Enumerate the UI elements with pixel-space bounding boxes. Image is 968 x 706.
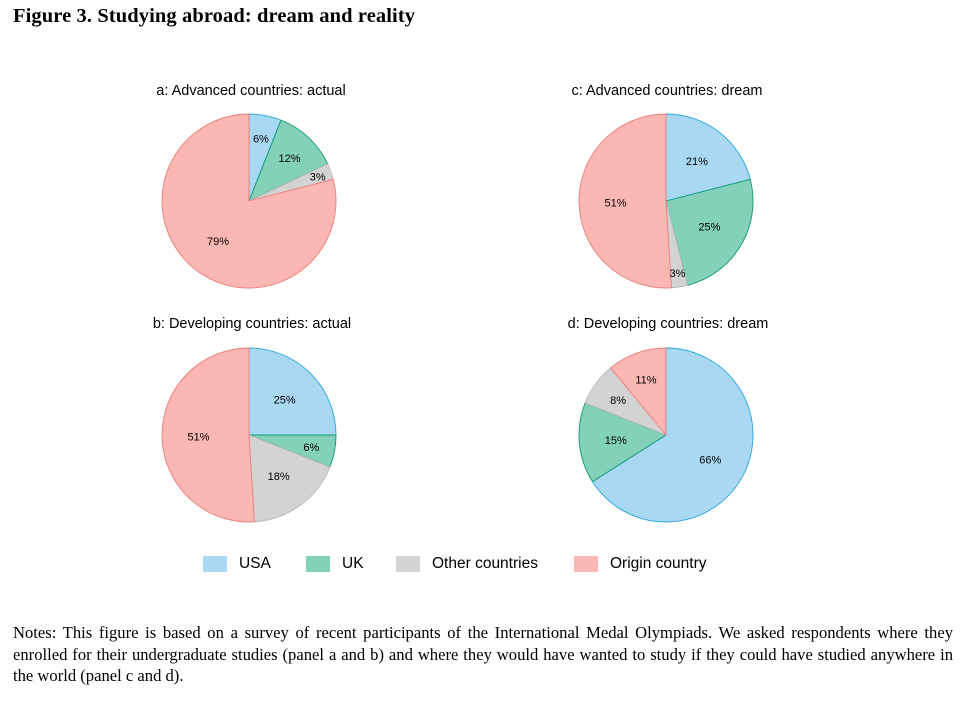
legend-item-other: Other countries (396, 554, 538, 574)
pie-label-d-other-countries: 8% (610, 395, 626, 407)
pie-label-d-uk: 15% (605, 435, 627, 447)
pie-slice-b-usa (248, 347, 337, 436)
legend-swatch-other (396, 556, 420, 572)
pie-title-c: c: Advanced countries: dream (571, 83, 762, 99)
pie-panel-a: a: Advanced countries: actual 6% 12% 3% 79% (156, 83, 346, 289)
pie-label-a-other-countries: 3% (310, 171, 326, 183)
pie-panel-d: d: Developing countries: dream 66% 15% 8% 11… (568, 316, 769, 523)
legend-label-other: Other countries (432, 555, 538, 572)
legend-item-usa: USA (203, 554, 271, 574)
legend-label-usa: USA (239, 555, 271, 572)
pie-slice-d-uk (578, 402, 667, 483)
legend-swatch-origin (574, 556, 598, 572)
figure-notes: Notes: This figure is based on a survey … (13, 623, 953, 685)
pie-label-a-usa: 6% (253, 134, 269, 146)
pie-slice-a-origin-country (161, 113, 337, 289)
pie-label-b-uk: 6% (303, 442, 319, 454)
pie-slice-b-other-countries (248, 434, 331, 523)
pie-label-d-origin-country: 11% (635, 374, 656, 386)
pie-label-b-other-countries: 18% (268, 471, 290, 483)
pie-slice-c-usa (665, 113, 751, 202)
pie-label-a-uk: 12% (278, 153, 300, 165)
pie-title-b: b: Developing countries: actual (153, 316, 351, 332)
legend: USA UK Other countries Origin country (0, 554, 968, 576)
pie-label-a-origin-country: 79% (207, 236, 229, 248)
legend-item-origin: Origin country (574, 554, 706, 574)
pie-title-a: a: Advanced countries: actual (156, 83, 345, 99)
pie-charts-area: a: Advanced countries: actual 6% 12% 3% 79% b… (153, 83, 769, 523)
pie-slice-d-origin-country (610, 347, 667, 436)
legend-swatch-uk (306, 556, 330, 572)
legend-label-origin: Origin country (610, 555, 707, 572)
pie-slice-a-uk (248, 119, 329, 202)
figure-title: Figure 3. Studying abroad: dream and rea… (13, 5, 416, 27)
pie-panel-c: c: Advanced countries: dream 21% 25% 3% 51% (571, 83, 763, 289)
legend-item-uk: UK (306, 554, 364, 574)
pie-label-c-uk: 25% (698, 222, 720, 234)
pie-slice-b-origin-country (161, 347, 255, 523)
pie-panel-b: b: Developing countries: actual 25% 6% 18% 5… (153, 316, 351, 523)
pie-label-d-usa: 66% (699, 454, 721, 466)
pie-slice-d-usa (592, 347, 754, 523)
pie-label-b-usa: 25% (274, 394, 296, 406)
pie-label-c-origin-country: 51% (605, 198, 627, 210)
pie-label-c-usa: 21% (686, 156, 708, 168)
pie-slice-c-uk (665, 178, 754, 286)
pie-label-c-other-countries: 3% (669, 268, 685, 280)
pie-label-b-origin-country: 51% (188, 432, 210, 444)
legend-swatch-usa (203, 556, 227, 572)
pie-title-d: d: Developing countries: dream (568, 316, 769, 332)
pie-slice-c-origin-country (578, 113, 672, 289)
legend-label-uk: UK (342, 555, 364, 572)
